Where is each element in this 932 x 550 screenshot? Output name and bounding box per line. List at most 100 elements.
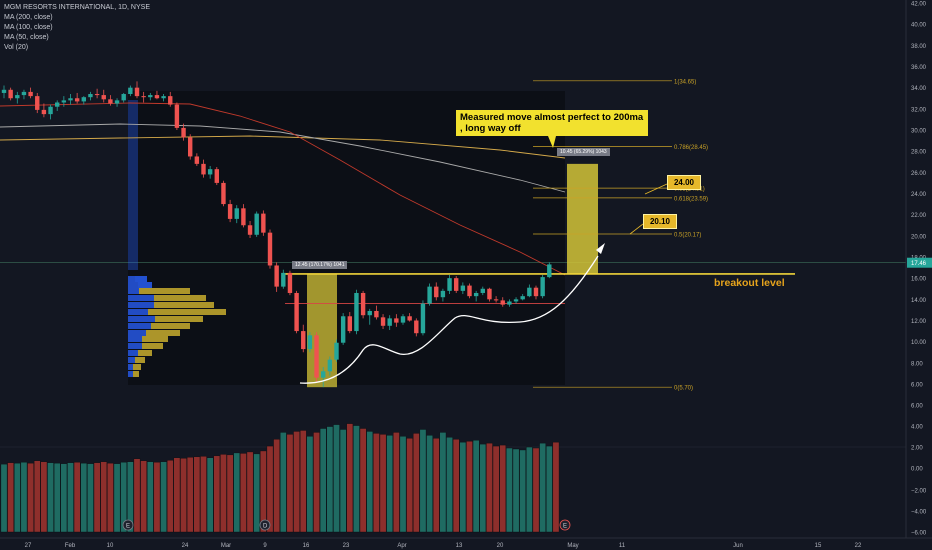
volume-profile-gold-bar: [133, 371, 139, 377]
volume-bar: [0, 463, 8, 533]
trend-sketch-curve: [299, 255, 599, 384]
candle-body: [168, 96, 173, 105]
price-tick-label: 28.00: [911, 150, 927, 156]
candle-body: [234, 208, 239, 219]
volume-bar: [160, 461, 167, 533]
volume-bar: [366, 431, 374, 533]
volume-bar: [180, 458, 187, 533]
volume-profile-gold-bar: [138, 282, 152, 288]
range-tag-1: 12.45 (170.17%) 1041: [292, 261, 348, 269]
event-marker-label: D: [263, 524, 268, 530]
volume-bar: [506, 447, 513, 533]
volume-profile-blue-bar: [128, 343, 142, 349]
volume-bar: [519, 449, 526, 533]
candle-body: [274, 265, 279, 287]
fib-level-label: 0(5.70): [674, 386, 693, 392]
volume-bar: [299, 430, 307, 533]
volume-profile-gold-bar: [148, 309, 226, 315]
volume-profile-blue-bar: [128, 330, 146, 336]
candle-body: [540, 277, 545, 297]
candle-body: [141, 96, 146, 98]
time-tick-label: 10: [107, 543, 114, 549]
volume-bar: [439, 432, 447, 533]
candle-body: [81, 97, 86, 102]
candle-body: [460, 285, 466, 291]
target-price-box-1: 24.00: [667, 175, 701, 190]
event-marker-label: E: [126, 524, 130, 530]
candle-body: [520, 296, 525, 300]
volume-bar: [459, 441, 467, 533]
volume-bar: [379, 434, 387, 533]
volume-bar: [319, 428, 327, 533]
chart-focus-region: [128, 91, 565, 385]
volume-bar: [486, 442, 493, 533]
volume-bar: [526, 446, 533, 533]
fib-level-label: 0.5(20.17): [674, 233, 701, 239]
candle-body: [254, 213, 259, 235]
volume-bar: [200, 456, 207, 533]
volume-bar: [346, 423, 354, 533]
candle-body: [513, 299, 519, 302]
candle-body: [181, 127, 186, 138]
volume-bar: [419, 429, 427, 533]
volume-bar: [193, 456, 201, 533]
candle-body: [207, 169, 213, 175]
volume-profile-blue-bar: [128, 309, 148, 315]
candle-body: [128, 87, 133, 95]
candle-body: [134, 87, 140, 97]
candle-body: [287, 272, 293, 293]
current-price-badge: [907, 257, 932, 268]
candle-body: [307, 335, 313, 350]
volume-bar: [27, 462, 34, 533]
volume-bar: [226, 454, 234, 533]
volume-bar: [53, 462, 61, 533]
time-tick-label: Jun: [733, 543, 743, 549]
candle-body: [94, 94, 100, 96]
ma100-label: MA (100, close): [4, 24, 53, 31]
volume-bar: [552, 441, 560, 533]
ma100-line: [0, 123, 566, 193]
candle-body: [121, 94, 126, 101]
candle-body: [547, 264, 552, 278]
volume-bar: [93, 462, 101, 533]
candle-body: [454, 278, 459, 291]
volume-bar: [539, 442, 546, 533]
volume-bar: [7, 462, 14, 533]
volume-bar: [240, 453, 247, 533]
volume-bar: [33, 460, 41, 533]
volume-bar: [293, 431, 300, 533]
volume-profile-gold-bar: [151, 323, 190, 329]
volume-bar: [107, 462, 114, 533]
candle-body: [354, 292, 359, 332]
volume-profile-gold-bar: [138, 350, 152, 356]
candle-body: [227, 204, 233, 219]
candle-body: [35, 96, 40, 110]
candle-body: [241, 208, 246, 226]
time-tick-label: 15: [815, 543, 822, 549]
time-tick-label: Apr: [397, 543, 406, 549]
candle-body: [480, 288, 485, 293]
candle-body: [188, 137, 193, 157]
volume-bar: [60, 463, 68, 533]
time-tick-label: 22: [855, 543, 862, 549]
volume-bar: [87, 463, 94, 533]
candle-body: [314, 335, 319, 378]
volume-bar: [127, 461, 134, 533]
volume-bar: [306, 436, 314, 533]
candle-body: [281, 272, 286, 287]
price-tick-label: 30.00: [911, 129, 927, 135]
candle-body: [527, 287, 532, 297]
candle-body: [340, 316, 346, 343]
price-tick-label: 20.00: [911, 234, 927, 240]
volume-profile-blue-bar: [128, 357, 135, 363]
volume-profile-upper: [128, 100, 138, 270]
volume-profile-gold-bar: [135, 276, 147, 282]
event-marker: [122, 519, 134, 531]
volume-bar: [546, 445, 553, 533]
candle-body: [301, 331, 306, 350]
time-tick-label: May: [567, 543, 578, 549]
event-marker: [259, 519, 271, 531]
candle-body: [374, 310, 379, 318]
price-tick-label: 22.00: [911, 213, 927, 219]
